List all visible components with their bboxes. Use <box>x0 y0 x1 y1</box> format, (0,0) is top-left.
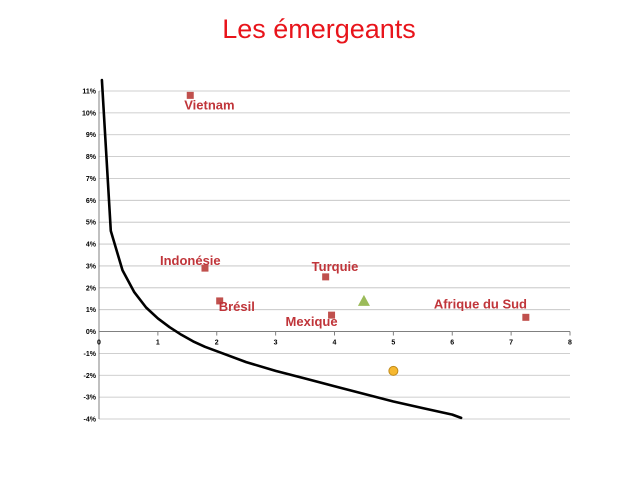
data-point-marker <box>186 91 194 99</box>
x-tick-label: 1 <box>156 340 160 347</box>
y-tick-label: 5% <box>86 220 97 227</box>
x-tick-label: 8 <box>568 340 572 347</box>
y-tick-label: -1% <box>84 351 97 358</box>
curve <box>100 78 463 420</box>
page-title: Les émergeants <box>222 14 416 44</box>
point-label: Turquie <box>312 259 359 274</box>
y-tick-label: 7% <box>86 176 97 183</box>
point-labels: Vietnam Indonésie Turquie Brésil Mexique Afri… <box>160 97 527 329</box>
x-tick-label: 7 <box>509 340 513 347</box>
y-tick-label: 10% <box>82 110 97 117</box>
point-label: Vietnam <box>184 97 234 112</box>
point-label: Brésil <box>219 299 255 314</box>
y-tick-label: 4% <box>86 242 97 249</box>
x-tick-label: 0 <box>97 340 101 347</box>
y-tick-label: 8% <box>86 154 97 161</box>
frontier-curve <box>100 78 463 420</box>
data-point-marker <box>216 297 224 305</box>
y-tick-label: 9% <box>86 132 97 139</box>
triangle-marker <box>357 294 370 306</box>
data-point-marker <box>322 273 330 281</box>
y-tick-label: 3% <box>86 263 97 270</box>
point-label: Indonésie <box>160 253 221 268</box>
data-points <box>186 91 530 376</box>
y-tick-label: 0% <box>86 329 97 336</box>
data-point-marker <box>522 313 530 321</box>
point-label: Mexique <box>286 314 338 329</box>
data-point-marker <box>328 311 336 319</box>
y-tick-label: -4% <box>84 417 97 424</box>
y-tick-label: 11% <box>82 89 96 96</box>
y-tick-label: 2% <box>86 285 97 292</box>
y-tick-label: -3% <box>84 395 97 402</box>
grid-lines <box>99 90 570 420</box>
y-tick-label: 1% <box>86 307 97 314</box>
x-tick-label: 3 <box>274 340 278 347</box>
x-tick-label: 4 <box>333 340 337 347</box>
point-label: Afrique du Sud <box>434 296 527 311</box>
x-tick-label: 2 <box>215 340 219 347</box>
x-tick-label: 5 <box>391 340 395 347</box>
y-tick-label: 6% <box>86 198 97 205</box>
circle-marker <box>388 365 399 376</box>
data-point-marker <box>201 264 209 272</box>
x-tick-label: 6 <box>450 340 454 347</box>
y-tick-label: -2% <box>84 373 97 380</box>
tick-labels: -4% -3% -2% -1% 0% 1% 2% 3% 4% 5% 6% 7% 8% 9% 10% 11% 0 1… <box>82 89 572 424</box>
